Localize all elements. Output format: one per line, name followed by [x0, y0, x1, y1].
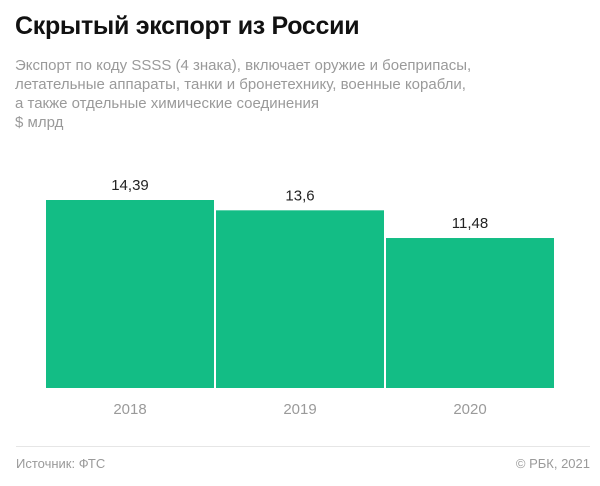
x-tick-label: 2020: [453, 401, 486, 418]
chart-title: Скрытый экспорт из России: [15, 12, 360, 40]
bar-2019: [216, 210, 384, 388]
subtitle-line: Экспорт по коду SSSS (4 знака), включает…: [15, 57, 472, 74]
subtitle-line: летательные аппараты, танки и бронетехни…: [15, 76, 466, 93]
x-tick-label: 2019: [283, 401, 316, 418]
value-label: 11,48: [452, 215, 488, 232]
source-note: Источник: ФТС: [16, 456, 106, 471]
x-tick-label: 2018: [113, 401, 146, 418]
copyright: © РБК, 2021: [515, 456, 590, 471]
value-label: 13,6: [285, 187, 314, 204]
chart-subtitle: Экспорт по коду SSSS (4 знака), включает…: [15, 56, 595, 132]
divider: [16, 446, 590, 447]
value-label: 14,39: [111, 177, 149, 194]
subtitle-line: а также отдельные химические соединения: [15, 95, 320, 112]
bar-2018: [46, 200, 214, 388]
unit-label: $ млрд: [15, 114, 64, 131]
bar-2020: [386, 238, 554, 388]
